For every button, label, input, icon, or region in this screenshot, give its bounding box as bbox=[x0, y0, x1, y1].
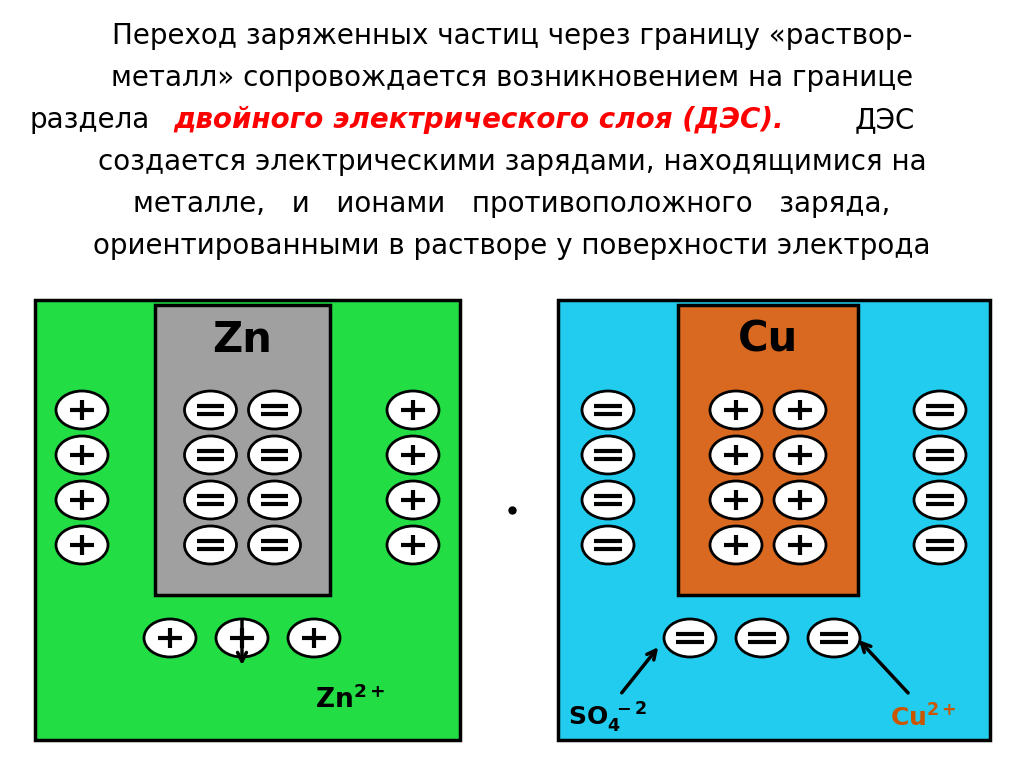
Ellipse shape bbox=[774, 526, 826, 564]
Ellipse shape bbox=[914, 391, 966, 429]
Text: $\mathbf{SO_4^{\ -2}}$: $\mathbf{SO_4^{\ -2}}$ bbox=[568, 701, 647, 735]
Ellipse shape bbox=[914, 526, 966, 564]
Ellipse shape bbox=[774, 391, 826, 429]
Ellipse shape bbox=[914, 436, 966, 474]
Ellipse shape bbox=[710, 391, 762, 429]
Text: двойного электрического слоя (ДЭС).: двойного электрического слоя (ДЭС). bbox=[173, 106, 783, 134]
Ellipse shape bbox=[710, 481, 762, 519]
Ellipse shape bbox=[56, 526, 108, 564]
Text: Переход заряженных частиц через границу «раствор-: Переход заряженных частиц через границу … bbox=[112, 22, 912, 50]
Text: ориентированными в растворе у поверхности электрода: ориентированными в растворе у поверхност… bbox=[93, 232, 931, 260]
Text: создается электрическими зарядами, находящимися на: создается электрическими зарядами, наход… bbox=[97, 148, 927, 176]
Ellipse shape bbox=[710, 436, 762, 474]
Ellipse shape bbox=[249, 526, 300, 564]
Ellipse shape bbox=[184, 526, 237, 564]
Text: ДЭС: ДЭС bbox=[855, 106, 915, 134]
Ellipse shape bbox=[736, 619, 788, 657]
Ellipse shape bbox=[249, 436, 300, 474]
Ellipse shape bbox=[387, 526, 439, 564]
Ellipse shape bbox=[249, 391, 300, 429]
Ellipse shape bbox=[144, 619, 196, 657]
Ellipse shape bbox=[184, 436, 237, 474]
Ellipse shape bbox=[184, 391, 237, 429]
Ellipse shape bbox=[56, 391, 108, 429]
Ellipse shape bbox=[249, 481, 300, 519]
Ellipse shape bbox=[774, 481, 826, 519]
Bar bbox=[155, 305, 330, 595]
Ellipse shape bbox=[774, 436, 826, 474]
Ellipse shape bbox=[56, 481, 108, 519]
Ellipse shape bbox=[56, 436, 108, 474]
Ellipse shape bbox=[387, 391, 439, 429]
Bar bbox=[678, 305, 858, 595]
Ellipse shape bbox=[387, 436, 439, 474]
Ellipse shape bbox=[664, 619, 716, 657]
Ellipse shape bbox=[582, 436, 634, 474]
Ellipse shape bbox=[710, 526, 762, 564]
Bar bbox=[558, 300, 990, 740]
Ellipse shape bbox=[387, 481, 439, 519]
Text: Cu: Cu bbox=[738, 319, 798, 361]
Text: Zn: Zn bbox=[213, 319, 272, 361]
Text: металле,   и   ионами   противоположного   заряда,: металле, и ионами противоположного заряд… bbox=[133, 190, 891, 218]
Ellipse shape bbox=[914, 481, 966, 519]
Text: металл» сопровождается возникновением на границе: металл» сопровождается возникновением на… bbox=[111, 64, 913, 92]
Text: раздела: раздела bbox=[30, 106, 151, 134]
Text: $\mathbf{Zn^{2+}}$: $\mathbf{Zn^{2+}}$ bbox=[315, 686, 385, 714]
Ellipse shape bbox=[184, 481, 237, 519]
Ellipse shape bbox=[582, 481, 634, 519]
Text: $\mathbf{Cu^{2+}}$: $\mathbf{Cu^{2+}}$ bbox=[890, 704, 956, 732]
Bar bbox=[35, 300, 460, 740]
Ellipse shape bbox=[216, 619, 268, 657]
Ellipse shape bbox=[582, 526, 634, 564]
Ellipse shape bbox=[808, 619, 860, 657]
Ellipse shape bbox=[582, 391, 634, 429]
Ellipse shape bbox=[288, 619, 340, 657]
